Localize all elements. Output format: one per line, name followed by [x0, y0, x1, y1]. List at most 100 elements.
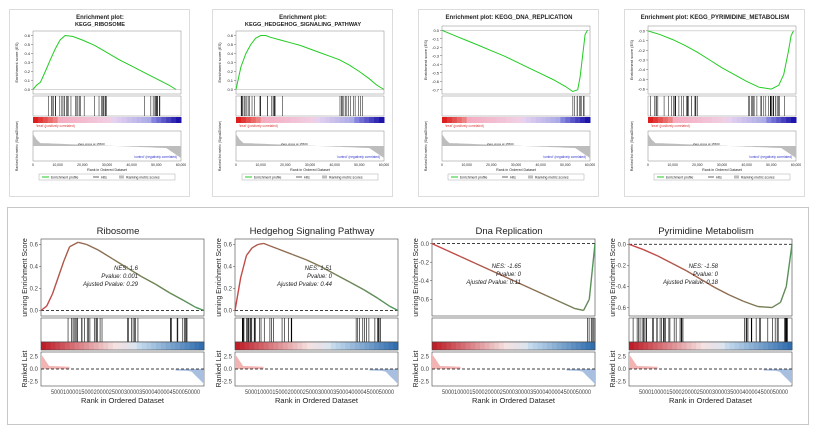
gradient-cell	[691, 342, 697, 350]
gradient-cell	[364, 117, 370, 123]
enrichment-segment	[779, 286, 787, 303]
y-axis-label: Enrichment score (ES)	[629, 39, 634, 80]
x-axis-label: Rank in Ordered Dataset	[290, 168, 330, 172]
gradient-cell	[676, 342, 683, 350]
gradient-cell	[131, 117, 138, 123]
gradient-cell	[560, 117, 566, 123]
gradient-cell	[731, 117, 738, 123]
gradient-cell	[629, 342, 635, 350]
y-tick-label: 0.3	[24, 60, 30, 65]
gradient-cell	[465, 342, 471, 350]
gradient-cell	[306, 342, 313, 350]
gradient-cell	[722, 117, 728, 123]
gradient-cell	[720, 342, 726, 350]
enrichment-segment	[126, 267, 142, 277]
y-tick-label: -0.6	[432, 79, 440, 84]
pvalue-label: Pvalue: 0	[693, 272, 719, 278]
legend-box	[653, 173, 791, 181]
gradient-cell	[354, 342, 361, 350]
top-chart-svg: Enrichment plot: KEGG_DNA_REPLICATION 0.0…	[423, 15, 595, 181]
gradient-cell	[575, 342, 582, 350]
gradient-cell	[334, 117, 341, 123]
rank-positive-area	[629, 354, 658, 369]
top-panel-hedgehog: Enrichment plot: KEGG_HEDGEHOG_SIGNALING_…	[212, 9, 393, 197]
gradient-cell	[108, 342, 114, 350]
gradient-cell	[470, 342, 476, 350]
gradient-cell	[758, 342, 764, 350]
gradient-cell	[585, 117, 591, 123]
gradient-cell	[672, 117, 679, 123]
gradient-cell	[776, 117, 782, 123]
enrichment-segment	[591, 243, 596, 272]
x-tick-label: 0	[441, 163, 443, 167]
y-tick-label: 0.4	[227, 51, 233, 56]
legend-es: Enrichment profile	[254, 176, 281, 180]
enrichment-segment	[169, 292, 185, 302]
gradient-cell	[184, 342, 191, 350]
gradient-cell	[67, 117, 73, 123]
gradient-cell	[84, 342, 90, 350]
gsea-top-row: Enrichment plot: KEGG_RIBOSOME 0.6 0.5 0.4 0.…	[0, 0, 816, 200]
gradient-cell	[540, 117, 547, 123]
y-tick-label: 0.0	[30, 309, 39, 315]
enrichment-segment	[788, 244, 793, 266]
y-tick-label: 0.0	[421, 242, 430, 248]
enrichment-segment	[349, 281, 365, 291]
gradient-cell	[652, 342, 659, 350]
gradient-cell	[127, 342, 133, 350]
gradient-cell	[432, 342, 438, 350]
y-tick-label: -0.4	[616, 285, 627, 291]
enrichment-segment	[517, 281, 533, 290]
enrichment-segment	[46, 293, 54, 307]
gradient-cell	[753, 342, 759, 350]
gradient-cell	[516, 117, 522, 123]
positive-label: 'treat' (positively correlated)	[36, 124, 75, 128]
gradient-cell	[189, 342, 195, 350]
gradient-cell	[687, 117, 693, 123]
enrichment-line	[647, 30, 794, 90]
gradient-cell	[41, 342, 47, 350]
gradient-cell	[74, 342, 80, 350]
negative-label: 'control' (negatively correlated)	[749, 155, 792, 159]
gradient-cell	[335, 342, 341, 350]
enrichment-segment	[743, 300, 758, 308]
enrichment-segment	[657, 255, 673, 264]
enrichment-segment	[488, 268, 504, 277]
gradient-cell	[239, 342, 246, 350]
nes-label: NES: 1.6	[114, 266, 139, 272]
enrichment-segment	[183, 299, 196, 308]
enrichment-segment	[531, 288, 547, 297]
zero-cross-label: Zero cross at 15500	[78, 142, 105, 146]
legend-rank: Ranking metric scores	[741, 176, 775, 180]
plot-frame	[235, 30, 385, 95]
gradient-cell	[47, 117, 54, 123]
x-axis-label: Rank in Ordered Dataset	[87, 168, 127, 172]
chart-title: Pyrimidine Metabolism	[658, 226, 754, 237]
gradient-cell	[349, 117, 355, 123]
gradient-cell	[146, 117, 152, 123]
rank-tick-label: -2.5	[616, 380, 627, 386]
gradient-cell	[787, 342, 793, 350]
chart-title: Hedgehog Signaling Pathway	[250, 226, 375, 237]
y-tick-label: 0.2	[24, 69, 30, 74]
gradient-cell	[751, 117, 758, 123]
enrichment-line	[235, 35, 385, 90]
gradient-cell	[359, 342, 365, 350]
y-tick-label: -0.3	[638, 58, 646, 63]
gradient-cell	[712, 117, 718, 123]
chart-title: Dna Replication	[475, 226, 542, 237]
x-tick-label: 10,000	[52, 163, 62, 167]
bottom-chart-svg: Hedgehog Signaling Pathway0.60.40.20.0un…	[216, 226, 399, 405]
enrichment-segment	[643, 248, 658, 257]
gradient-cell	[782, 342, 788, 350]
gradient-cell	[374, 342, 380, 350]
negative-label: 'control' (negatively correlated)	[337, 155, 380, 159]
gradient-cell	[545, 117, 552, 123]
gradient-cell	[166, 117, 172, 123]
y-tick-label: 0.2	[227, 69, 233, 74]
rank-negative-area	[369, 369, 398, 384]
enrichment-segment	[377, 297, 390, 307]
legend-box	[38, 173, 176, 181]
x-tick-label: 30,000	[102, 163, 112, 167]
